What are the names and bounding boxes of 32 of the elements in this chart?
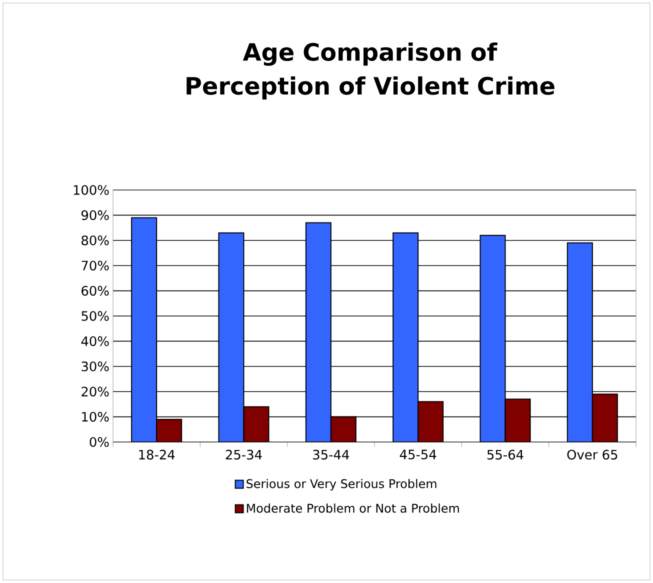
bar bbox=[243, 406, 270, 442]
y-tick-label: 30% bbox=[82, 362, 109, 372]
x-tick-label: 35-44 bbox=[313, 450, 349, 460]
bar bbox=[305, 222, 332, 442]
y-tick-label: 0% bbox=[90, 437, 109, 447]
x-tick-label: 18-24 bbox=[139, 450, 175, 460]
legend-label: Moderate Problem or Not a Problem bbox=[246, 504, 459, 513]
y-tick-label: 20% bbox=[82, 386, 109, 396]
bar bbox=[418, 401, 444, 442]
x-tick-label: 45-54 bbox=[400, 450, 436, 460]
y-tick-label: 40% bbox=[81, 336, 109, 346]
x-tick-label: 25-34 bbox=[226, 450, 262, 460]
bar bbox=[131, 217, 158, 442]
bar bbox=[480, 234, 506, 442]
chart-title: Age Comparison of Perception of Violent Crime bbox=[186, 42, 554, 100]
legend-label: Serious or Very Serious Problem bbox=[246, 478, 436, 491]
y-tick-label: 60% bbox=[82, 286, 109, 296]
y-tick-label: 10% bbox=[82, 412, 109, 422]
bar bbox=[218, 232, 244, 442]
bar bbox=[566, 242, 593, 442]
y-tick-label: 90% bbox=[82, 210, 109, 220]
y-tick-label: 100% bbox=[74, 185, 109, 195]
bar bbox=[392, 232, 419, 442]
y-tick-label: 80% bbox=[82, 236, 109, 246]
y-tick-label: 50% bbox=[82, 311, 109, 321]
bar bbox=[592, 394, 618, 442]
y-tick-label: 70% bbox=[82, 260, 109, 270]
x-tick-label: Over 65 bbox=[567, 450, 618, 460]
bar bbox=[156, 418, 182, 442]
bar bbox=[504, 398, 531, 442]
x-tick-label: 55-64 bbox=[487, 450, 524, 460]
bar bbox=[330, 416, 356, 442]
